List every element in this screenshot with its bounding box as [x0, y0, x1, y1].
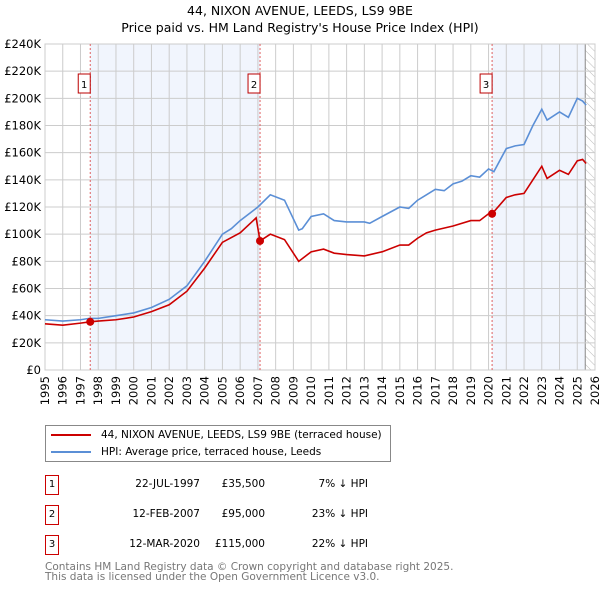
y-tick-label: £240K	[4, 37, 41, 51]
legend-label: 44, NIXON AVENUE, LEEDS, LS9 9BE (terrac…	[101, 429, 382, 441]
footer-licence: This data is licensed under the Open Gov…	[45, 571, 380, 583]
x-tick-label: 2025	[570, 376, 584, 405]
footer-copyright: Contains HM Land Registry data © Crown c…	[45, 561, 454, 573]
sale-marker-box	[77, 73, 91, 94]
sale-date: 12-FEB-2007	[132, 508, 200, 520]
x-tick-label: 2015	[393, 376, 407, 405]
x-tick-label: 2009	[286, 376, 300, 405]
x-tick-label: 2016	[411, 376, 425, 405]
legend: 44, NIXON AVENUE, LEEDS, LS9 9BE (terrac…	[45, 425, 391, 462]
x-tick-label: 2005	[215, 376, 229, 405]
legend-item-hpi: HPI: Average price, terraced house, Leed…	[46, 444, 321, 460]
x-tick-label: 2002	[162, 376, 176, 405]
chart-title: 44, NIXON AVENUE, LEEDS, LS9 9BE	[187, 3, 413, 18]
chart-subtitle: Price paid vs. HM Land Registry's House …	[121, 20, 479, 35]
y-tick-label: £140K	[4, 173, 41, 187]
sale-date: 12-MAR-2020	[129, 538, 200, 550]
sale-hpi-diff: 7% ↓ HPI	[318, 478, 368, 490]
y-tick-label: £220K	[4, 64, 41, 78]
legend-swatch-blue	[51, 451, 91, 453]
sale-point	[86, 317, 95, 326]
x-tick-label: 2013	[357, 376, 371, 405]
sale-point	[256, 236, 265, 245]
x-tick-label: 2024	[553, 376, 567, 405]
sale-marker-label: 1	[81, 80, 87, 91]
x-tick-label: 2011	[322, 376, 336, 405]
x-tick-label: 2022	[517, 376, 531, 405]
sale-hpi-diff: 23% ↓ HPI	[311, 508, 368, 520]
sale-row: 3 12-MAR-2020 £115,000 22% ↓ HPI	[45, 535, 445, 555]
y-tick-label: £120K	[4, 200, 41, 214]
sale-price: £95,000	[221, 508, 265, 520]
sale-marker-badge: 1	[45, 475, 59, 495]
sale-price: £115,000	[214, 538, 265, 550]
x-tick-label: 1997	[73, 376, 87, 405]
y-tick-label: £0	[26, 363, 41, 377]
plot-area: 1995 1996 1997 1998 1999 2000 2001 2002 2003 2004…	[4, 37, 600, 405]
y-tick-label: £180K	[4, 119, 41, 133]
x-tick-label: 2012	[340, 376, 354, 405]
sale-marker-label: 2	[251, 80, 257, 91]
sale-marker-box	[247, 73, 261, 94]
x-tick-label: 1995	[38, 376, 52, 405]
x-tick-label: 2010	[304, 376, 318, 405]
x-tick-label: 1998	[91, 376, 105, 405]
legend-swatch-red	[51, 434, 91, 436]
y-tick-label: £20K	[12, 336, 42, 350]
sale-hpi-diff: 22% ↓ HPI	[311, 538, 368, 550]
sale-marker-badge: 2	[45, 505, 59, 525]
plot-frame	[44, 43, 596, 371]
x-tick-label: 2026	[588, 376, 600, 405]
x-tick-label: 2000	[127, 376, 141, 405]
sale-row: 1 22-JUL-1997 £35,500 7% ↓ HPI	[45, 475, 445, 495]
y-tick-label: £40K	[12, 309, 42, 323]
property-price-line	[44, 158, 587, 326]
x-tick-label: 2019	[464, 376, 478, 405]
x-tick-label: 2014	[375, 376, 389, 405]
x-tick-label: 2023	[535, 376, 549, 405]
y-tick-label: £80K	[12, 254, 42, 268]
y-tick-label: £200K	[4, 91, 41, 105]
sale-marker-box	[479, 73, 493, 94]
x-tick-label: 2008	[269, 376, 283, 405]
sale-point	[488, 209, 497, 218]
y-tick-label: £60K	[12, 282, 42, 296]
legend-label: HPI: Average price, terraced house, Leed…	[101, 446, 322, 458]
sale-marker-label: 3	[483, 80, 489, 91]
sale-marker-badge: 3	[45, 535, 59, 555]
x-tick-label: 2006	[233, 376, 247, 405]
x-tick-label: 2021	[499, 376, 513, 405]
hpi-line	[44, 97, 587, 322]
legend-item-property: 44, NIXON AVENUE, LEEDS, LS9 9BE (terrac…	[46, 427, 382, 443]
x-tick-label: 2004	[198, 376, 212, 405]
sale-price: £35,500	[221, 478, 265, 490]
x-tick-label: 2018	[446, 376, 460, 405]
x-tick-label: 2007	[251, 376, 265, 405]
sale-row: 2 12-FEB-2007 £95,000 23% ↓ HPI	[45, 505, 445, 525]
y-tick-label: £100K	[4, 227, 41, 241]
x-tick-label: 2001	[144, 376, 158, 405]
x-tick-label: 1996	[56, 376, 70, 405]
x-tick-label: 2003	[180, 376, 194, 405]
sale-date: 22-JUL-1997	[135, 478, 200, 490]
x-tick-label: 1999	[109, 376, 123, 405]
x-tick-label: 2020	[482, 376, 496, 405]
x-tick-label: 2017	[428, 376, 442, 405]
y-tick-label: £160K	[4, 146, 41, 160]
